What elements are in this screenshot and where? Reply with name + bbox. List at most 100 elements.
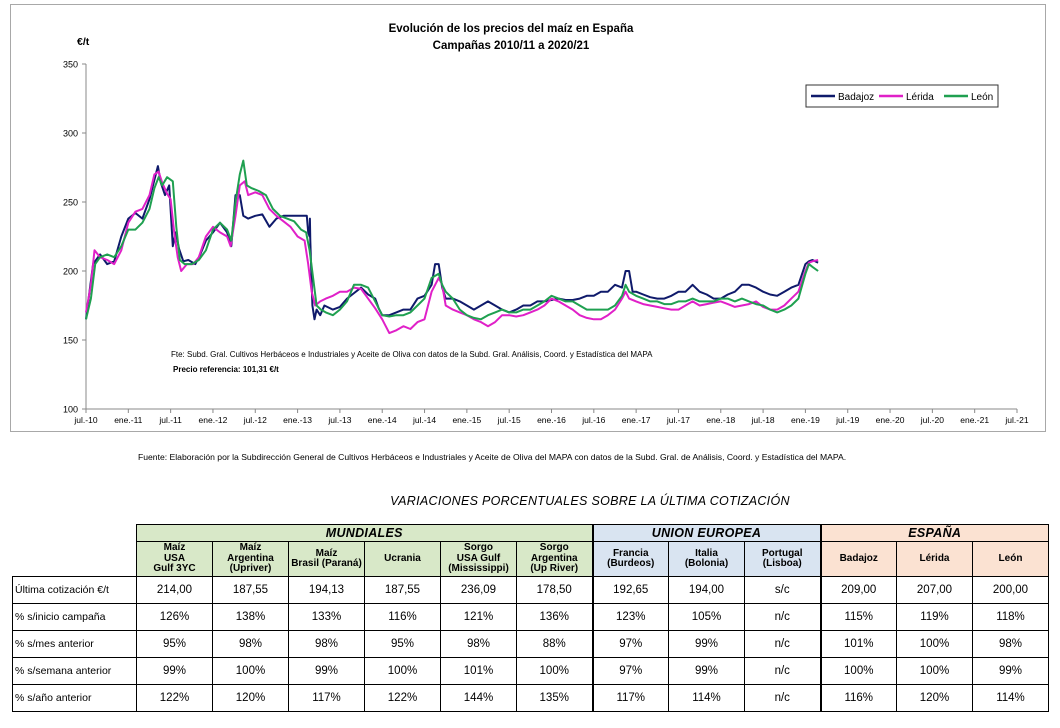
table-cell: 194,00 xyxy=(668,576,745,604)
group-header-0: MUNDIALES xyxy=(136,524,593,542)
column-header: Badajoz xyxy=(819,541,897,577)
column-header-line: (Upriver) xyxy=(229,563,272,575)
table-cell: 100% xyxy=(896,630,973,658)
table-cell: 187,55 xyxy=(364,576,441,604)
table-cell: 99% xyxy=(972,657,1049,685)
y-tick-label: 300 xyxy=(63,129,78,139)
chart-subtitle: Campañas 2010/11 a 2020/21 xyxy=(433,40,590,52)
column-header: León xyxy=(972,541,1049,577)
column-header: Sorgo Argentina (Up River) xyxy=(516,541,593,577)
table-cell: n/c xyxy=(744,603,821,631)
group-header-2: ESPAÑA xyxy=(819,524,1049,542)
column-header-line: Ucrania xyxy=(384,552,421,564)
table-cell: 101% xyxy=(819,630,897,658)
column-header-line: Maíz xyxy=(163,542,186,554)
table-cell: 99% xyxy=(668,630,745,658)
x-tick-label: jul.-19 xyxy=(835,415,859,425)
table-cell: 99% xyxy=(136,657,213,685)
x-tick-label: ene.-18 xyxy=(706,415,735,425)
table-cell: n/c xyxy=(744,684,821,712)
table-cell: 236,09 xyxy=(440,576,517,604)
column-header: Francia (Burdeos) xyxy=(591,541,669,577)
x-tick-label: ene.-14 xyxy=(368,415,397,425)
x-tick-label: ene.-21 xyxy=(960,415,989,425)
price-chart: Evolución de los precios del maíz en Esp… xyxy=(63,23,1029,425)
x-tick-label: ene.-13 xyxy=(283,415,312,425)
annotation-reference-price: Precio referencia: 101,31 €/t xyxy=(173,365,279,374)
table-cell: 100% xyxy=(516,657,593,685)
table-cell: 95% xyxy=(364,630,441,658)
table-cell: 95% xyxy=(136,630,213,658)
table-cell: 116% xyxy=(819,684,897,712)
variations-table: MUNDIALES UNION EUROPEA ESPAÑA Maíz USA Gulf … xyxy=(12,524,1049,712)
y-tick-label: 200 xyxy=(63,267,78,277)
table-cell: 115% xyxy=(819,603,897,631)
table-row: % s/mes anterior 95% 98% 98% 95% 98% 88% 97% 99%… xyxy=(12,630,1049,658)
table-cell: 120% xyxy=(896,684,973,712)
x-tick-label: jul.-14 xyxy=(412,415,436,425)
column-header: Italia (Bolonia) xyxy=(668,541,745,577)
column-header-line: Gulf 3YC xyxy=(153,563,196,575)
column-header-line: Argentina xyxy=(227,552,274,564)
column-header-line: Badajoz xyxy=(839,552,878,564)
chart-frame: Evolución de los precios del maíz en Esp… xyxy=(10,4,1046,432)
x-tick-label: ene.-15 xyxy=(452,415,481,425)
table-corner xyxy=(13,542,137,577)
table-cell: 122% xyxy=(364,684,441,712)
table-corner xyxy=(13,525,137,542)
row-label: % s/año anterior xyxy=(12,684,137,712)
column-header-line: Lérida xyxy=(919,552,950,564)
table-cell: 136% xyxy=(516,603,593,631)
table-cell: 98% xyxy=(288,630,365,658)
column-header-line: USA xyxy=(163,552,186,564)
table-cell: 135% xyxy=(516,684,593,712)
column-header-line: (Lisboa) xyxy=(762,558,802,569)
row-label: % s/mes anterior xyxy=(12,630,137,658)
table-cell: 126% xyxy=(136,603,213,631)
legend-label-badajoz: Badajoz xyxy=(838,92,874,103)
table-cell: 138% xyxy=(212,603,289,631)
table-cell: 100% xyxy=(896,657,973,685)
column-header-line: (Mississippi) xyxy=(448,563,509,575)
column-header: Maíz Brasil (Paraná) xyxy=(288,541,365,577)
series-line-lérida xyxy=(85,170,819,335)
table-cell: 209,00 xyxy=(819,576,897,604)
table-cell: 100% xyxy=(819,657,897,685)
table-cell: 118% xyxy=(972,603,1049,631)
y-tick-label: 150 xyxy=(63,336,78,346)
table-cell: 144% xyxy=(440,684,517,712)
table-cell: 117% xyxy=(288,684,365,712)
column-header-line: USA Gulf xyxy=(456,552,501,564)
column-header-line: León xyxy=(998,552,1023,564)
x-tick-label: ene.-11 xyxy=(114,415,142,425)
x-tick-label: ene.-20 xyxy=(876,415,905,425)
x-tick-label: jul.-18 xyxy=(751,415,775,425)
group-header-1: UNION EUROPEA xyxy=(591,524,821,542)
table-cell: n/c xyxy=(744,657,821,685)
table-cell: 121% xyxy=(440,603,517,631)
table-cell: 192,65 xyxy=(591,576,669,604)
legend-label-lérida: Lérida xyxy=(906,92,934,103)
table-cell: 214,00 xyxy=(136,576,213,604)
row-label: % s/inicio campaña xyxy=(12,603,137,631)
x-tick-label: jul.-17 xyxy=(666,415,690,425)
table-cell: 200,00 xyxy=(972,576,1049,604)
table-cell: 120% xyxy=(212,684,289,712)
x-tick-label: jul.-21 xyxy=(1004,415,1028,425)
column-header: Portugal (Lisboa) xyxy=(744,541,821,577)
y-tick-label: 350 xyxy=(63,60,78,70)
table-cell: 187,55 xyxy=(212,576,289,604)
x-tick-label: jul.-12 xyxy=(243,415,267,425)
table-cell: 122% xyxy=(136,684,213,712)
table-cell: 88% xyxy=(516,630,593,658)
x-tick-label: jul.-10 xyxy=(73,415,97,425)
table-cell: 100% xyxy=(364,657,441,685)
y-tick-label: 250 xyxy=(63,198,78,208)
table-cell: n/c xyxy=(744,630,821,658)
column-header-line: Argentina xyxy=(530,552,578,564)
x-tick-label: jul.-15 xyxy=(497,415,521,425)
table-cell: 100% xyxy=(212,657,289,685)
x-tick-label: ene.-19 xyxy=(791,415,820,425)
column-header: Lérida xyxy=(896,541,973,577)
column-header-line: Francia xyxy=(612,547,649,559)
